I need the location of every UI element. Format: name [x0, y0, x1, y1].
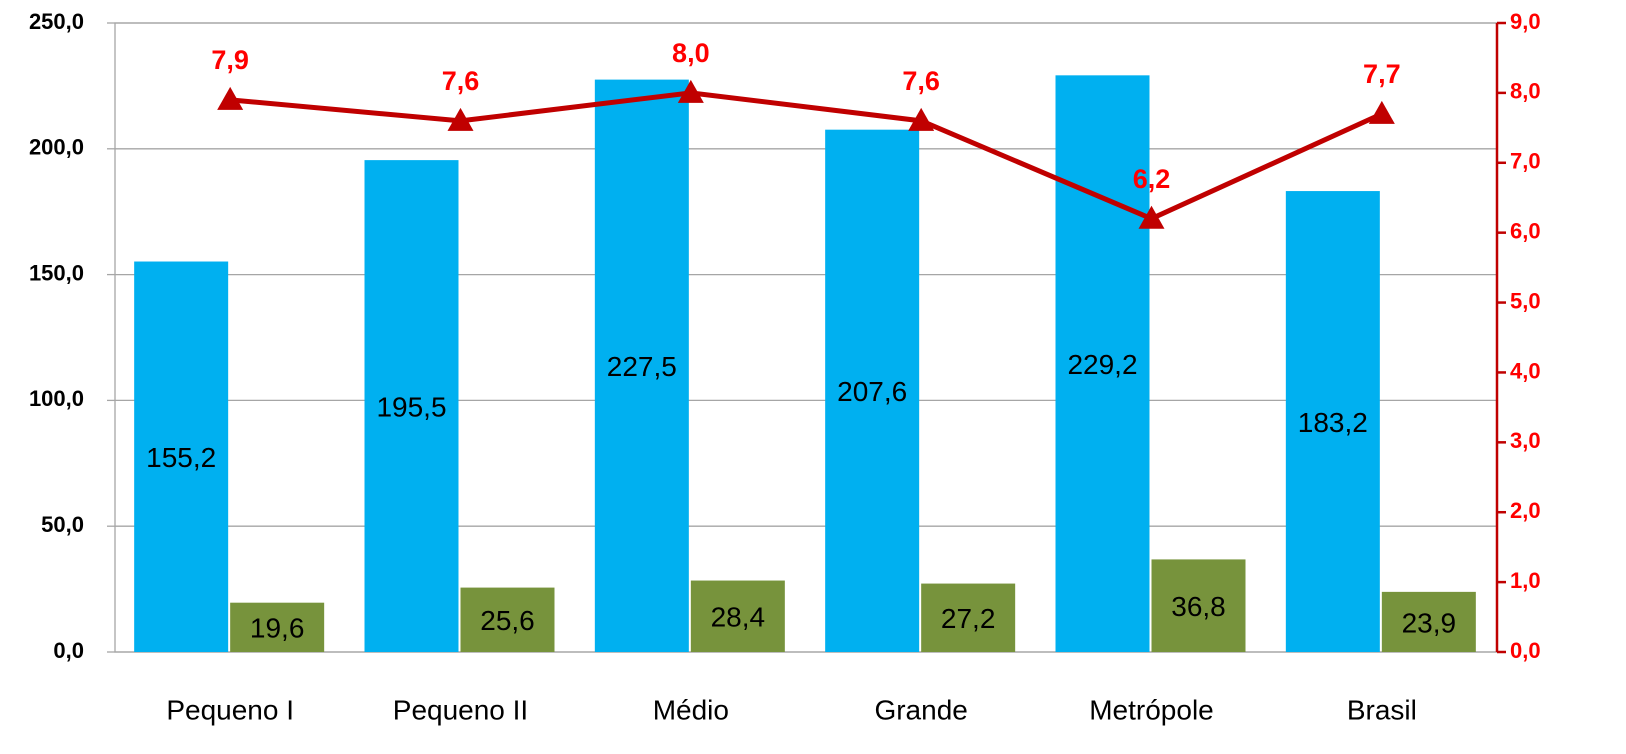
bar [921, 583, 1016, 652]
y2-tick-label: 8,0 [1510, 79, 1541, 104]
bar [460, 587, 555, 652]
bar-value-label: 195,5 [376, 391, 446, 422]
y-tick-label: 100,0 [29, 386, 84, 411]
bar-value-label: 227,5 [607, 351, 677, 382]
x-tick-label: Grande [874, 694, 967, 725]
y-tick-label: 200,0 [29, 135, 84, 160]
line-marker [1138, 205, 1165, 229]
line-marker [447, 107, 474, 131]
y-tick-label: 250,0 [29, 9, 84, 34]
x-tick-label: Pequeno I [166, 694, 294, 725]
line-marker [1368, 100, 1395, 124]
line-marker [217, 86, 244, 110]
y-tick-label: 150,0 [29, 260, 84, 285]
bar [594, 79, 689, 653]
bar [230, 602, 325, 652]
y2-tick-label: 9,0 [1510, 9, 1541, 34]
y2-tick-label: 4,0 [1510, 358, 1541, 383]
x-tick-label: Médio [653, 694, 729, 725]
x-tick-label: Metrópole [1089, 694, 1214, 725]
bar [690, 580, 785, 652]
line-value-label: 7,6 [442, 66, 480, 96]
y2-tick-label: 2,0 [1510, 498, 1541, 523]
x-tick-label: Pequeno II [393, 694, 528, 725]
line-value-label: 7,9 [211, 45, 249, 75]
bar-value-label: 229,2 [1067, 349, 1137, 380]
line-value-label: 7,6 [902, 66, 940, 96]
y2-tick-label: 0,0 [1510, 638, 1541, 663]
bar [1285, 191, 1380, 653]
x-tick-label: Brasil [1347, 694, 1417, 725]
line-value-label: 6,2 [1133, 164, 1171, 194]
bar-value-label: 207,6 [837, 376, 907, 407]
y2-tick-label: 7,0 [1510, 149, 1541, 174]
bar [1055, 75, 1150, 652]
bar [1381, 591, 1476, 652]
bar-value-label: 23,9 [1402, 607, 1457, 638]
line-value-label: 8,0 [672, 38, 710, 68]
bar [364, 160, 459, 652]
bar-value-label: 27,2 [941, 603, 996, 634]
y2-tick-label: 6,0 [1510, 218, 1541, 243]
bar [1151, 559, 1246, 652]
bar [825, 129, 920, 652]
line [229, 90, 1383, 222]
bar-value-label: 183,2 [1298, 407, 1368, 438]
bar [134, 261, 229, 652]
bar-value-label: 19,6 [250, 613, 305, 644]
y2-tick-label: 5,0 [1510, 288, 1541, 313]
line-marker [677, 79, 704, 103]
bar-value-label: 28,4 [711, 602, 766, 633]
line-value-label: 7,7 [1363, 59, 1401, 89]
line-marker [908, 107, 935, 131]
bar-value-label: 36,8 [1171, 591, 1226, 622]
y2-tick-label: 1,0 [1510, 568, 1541, 593]
bar-value-label: 155,2 [146, 442, 216, 473]
bar-value-label: 25,6 [480, 605, 535, 636]
y2-tick-label: 3,0 [1510, 428, 1541, 453]
y-tick-label: 50,0 [41, 512, 84, 537]
y-tick-label: 0,0 [53, 638, 84, 663]
